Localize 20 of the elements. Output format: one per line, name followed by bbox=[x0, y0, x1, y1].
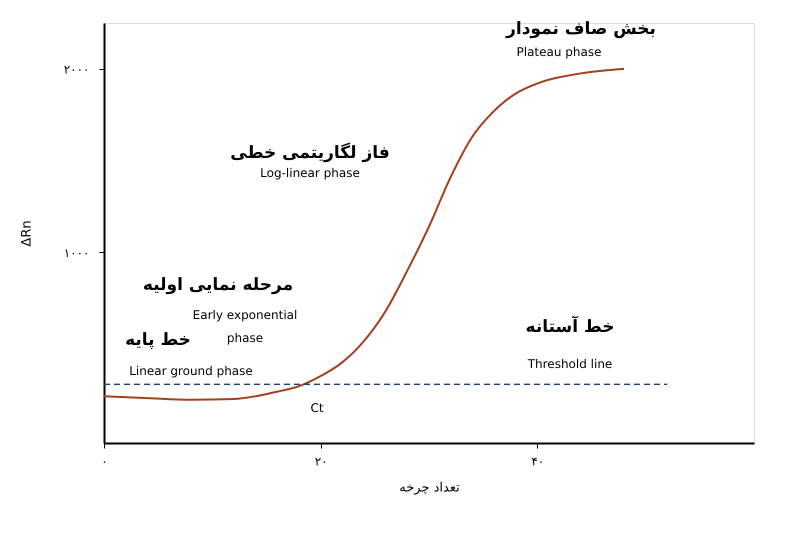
annotation: مرحله نمایی اولیه bbox=[142, 275, 294, 295]
annotation: Log-linear phase bbox=[260, 166, 360, 180]
annotation: phase bbox=[226, 331, 264, 345]
y-axis-title: ΔRn bbox=[20, 220, 35, 247]
annotation: فاز لگاریتمی خطی bbox=[230, 142, 390, 163]
x-tick-label: ۴۰ bbox=[531, 454, 544, 468]
annotation: Plateau phase bbox=[516, 45, 602, 59]
annotation: Ct bbox=[310, 401, 324, 415]
line-series bbox=[103, 68, 625, 401]
y-tick-label: ۲۰۰۰ bbox=[64, 62, 90, 76]
annotation: خط آستانه bbox=[526, 315, 614, 337]
annotation: Linear ground phase bbox=[129, 364, 253, 378]
x-tick-label: ۲۰ bbox=[314, 454, 328, 468]
x-axis-title: تعداد چرخه bbox=[399, 480, 460, 496]
y-tick-label: ۱۰۰۰ bbox=[64, 246, 90, 260]
annotation: بخش صاف نمودار bbox=[505, 19, 656, 39]
annotation: خط پایه bbox=[125, 330, 191, 350]
annotation: Threshold line bbox=[526, 357, 612, 371]
annotation: Early exponential bbox=[192, 308, 298, 322]
x-tick-label: ۰ bbox=[101, 454, 108, 468]
